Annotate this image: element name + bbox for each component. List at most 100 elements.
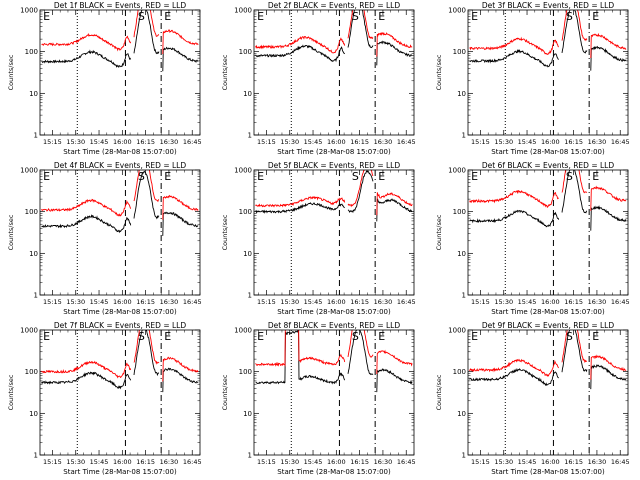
plot-frame <box>467 329 629 456</box>
y-axis-label: Counts/sec <box>7 374 15 410</box>
x-tick-label: 15:15 <box>257 458 276 466</box>
chart-title: Det 6f BLACK = Events, RED = LLD <box>482 161 615 170</box>
series-line-lld <box>469 170 627 211</box>
x-tick-label: 15:30 <box>280 458 299 466</box>
x-tick-label: 16:15 <box>136 138 155 146</box>
interval-marker: E <box>471 170 478 183</box>
y-tick-label: 1 <box>462 132 466 140</box>
x-tick-label: 15:30 <box>280 298 299 306</box>
x-tick-label: 16:45 <box>183 298 202 306</box>
y-tick-label: 1000 <box>448 327 466 335</box>
detector-chart-8: Det 8f BLACK = Events, RED = LLD Counts/s… <box>221 321 416 476</box>
y-tick-label: 100 <box>453 368 466 376</box>
series-line-lld <box>255 170 413 216</box>
y-tick-label: 1 <box>462 292 466 300</box>
interval-marker: S <box>352 330 359 343</box>
x-tick-label: 15:45 <box>518 298 537 306</box>
series-line-events <box>255 170 413 222</box>
detector-chart-2: Det 2f BLACK = Events, RED = LLD Counts/s… <box>221 1 416 156</box>
x-tick-label: 15:15 <box>471 138 490 146</box>
y-tick-label: 10 <box>457 250 466 258</box>
chart-title: Det 2f BLACK = Events, RED = LLD <box>268 1 401 10</box>
y-axis-label: Counts/sec <box>7 54 15 90</box>
y-tick-label: 1 <box>248 132 252 140</box>
y-axis-label: Counts/sec <box>221 54 229 90</box>
interval-marker: E <box>257 170 264 183</box>
y-tick-label: 1 <box>248 292 252 300</box>
detector-chart-4: Det 4f BLACK = Events, RED = LLD Counts/s… <box>7 161 202 316</box>
y-tick-label: 10 <box>29 250 38 258</box>
series-line-lld <box>255 10 413 57</box>
chart-title: Det 7f BLACK = Events, RED = LLD <box>54 321 187 330</box>
x-axis-label: Start Time (28-Mar-08 15:07:00) <box>63 468 177 476</box>
x-tick-label: 16:00 <box>541 298 560 306</box>
x-tick-label: 16:15 <box>350 458 369 466</box>
interval-marker: E <box>164 10 171 23</box>
chart-title: Det 5f BLACK = Events, RED = LLD <box>268 161 401 170</box>
x-tick-label: 16:45 <box>183 138 202 146</box>
interval-marker: S <box>566 10 573 23</box>
x-tick-label: 15:15 <box>43 138 62 146</box>
detector-chart-1: Det 1f BLACK = Events, RED = LLD Counts/s… <box>7 1 202 156</box>
series-line-events <box>41 170 199 236</box>
y-tick-label: 1 <box>248 452 252 460</box>
interval-marker: E <box>43 330 50 343</box>
x-tick-label: 16:00 <box>541 138 560 146</box>
x-tick-label: 16:45 <box>611 138 630 146</box>
interval-marker: E <box>378 170 385 183</box>
plot-frame <box>467 169 629 296</box>
x-tick-label: 15:15 <box>43 458 62 466</box>
y-axis-label: Counts/sec <box>221 374 229 410</box>
x-tick-label: 16:30 <box>374 138 393 146</box>
x-tick-label: 16:00 <box>541 458 560 466</box>
y-tick-label: 10 <box>457 410 466 418</box>
x-tick-label: 16:45 <box>397 298 416 306</box>
x-tick-label: 15:30 <box>494 458 513 466</box>
y-tick-label: 100 <box>25 208 38 216</box>
x-axis-label: Start Time (28-Mar-08 15:07:00) <box>491 148 605 156</box>
interval-marker: E <box>43 170 50 183</box>
x-axis-label: Start Time (28-Mar-08 15:07:00) <box>491 468 605 476</box>
y-tick-label: 100 <box>239 368 252 376</box>
y-tick-label: 100 <box>453 208 466 216</box>
x-tick-label: 16:00 <box>113 138 132 146</box>
series-line-lld <box>469 330 627 380</box>
x-axis-label: Start Time (28-Mar-08 15:07:00) <box>63 308 177 316</box>
x-tick-label: 16:00 <box>113 458 132 466</box>
x-tick-label: 15:45 <box>90 138 109 146</box>
interval-marker: S <box>566 330 573 343</box>
x-axis-label: Start Time (28-Mar-08 15:07:00) <box>63 148 177 156</box>
x-tick-label: 15:15 <box>257 298 276 306</box>
interval-marker: E <box>592 170 599 183</box>
x-tick-label: 16:30 <box>160 298 179 306</box>
chart-title: Det 3f BLACK = Events, RED = LLD <box>482 1 615 10</box>
y-tick-label: 100 <box>239 208 252 216</box>
x-tick-label: 15:30 <box>66 458 85 466</box>
y-tick-label: 10 <box>243 90 252 98</box>
y-tick-label: 1000 <box>448 167 466 175</box>
interval-marker: E <box>164 170 171 183</box>
y-axis-label: Counts/sec <box>435 214 443 250</box>
y-axis-label: Counts/sec <box>221 214 229 250</box>
y-tick-label: 1 <box>462 452 466 460</box>
x-tick-label: 16:30 <box>160 458 179 466</box>
y-tick-label: 1 <box>34 292 38 300</box>
detector-chart-6: Det 6f BLACK = Events, RED = LLD Counts/s… <box>435 161 630 316</box>
x-tick-label: 16:00 <box>327 138 346 146</box>
chart-title: Det 1f BLACK = Events, RED = LLD <box>54 1 187 10</box>
x-tick-label: 16:15 <box>564 298 583 306</box>
interval-marker: E <box>43 10 50 23</box>
interval-marker: S <box>566 170 573 183</box>
plot-frame <box>467 9 629 136</box>
y-tick-label: 10 <box>243 410 252 418</box>
x-tick-label: 16:00 <box>113 298 132 306</box>
x-tick-label: 16:00 <box>327 458 346 466</box>
x-tick-label: 16:30 <box>374 298 393 306</box>
plot-frame <box>253 169 415 296</box>
interval-marker: E <box>378 10 385 23</box>
series-line-lld <box>255 330 413 375</box>
x-tick-label: 15:15 <box>471 298 490 306</box>
y-axis-label: Counts/sec <box>435 54 443 90</box>
x-tick-label: 15:30 <box>280 138 299 146</box>
